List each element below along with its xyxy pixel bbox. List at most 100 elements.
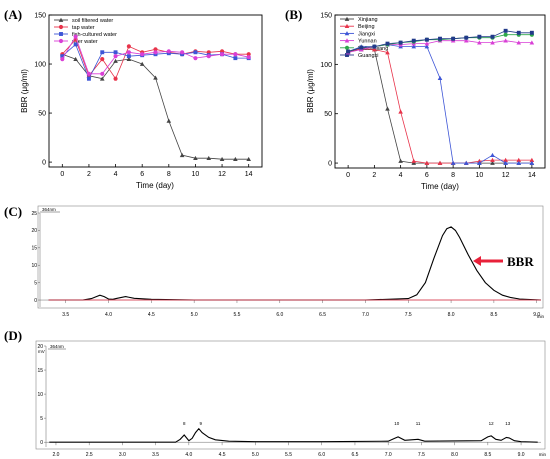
- legend-label: tap water: [72, 25, 95, 31]
- x-tick-label: 14: [245, 171, 253, 178]
- x-tick-label: 6.0: [318, 452, 325, 458]
- data-point: [424, 44, 430, 49]
- x-tick-label: 2: [372, 172, 376, 179]
- data-point: [450, 160, 456, 165]
- axes-c: 3.5 4.0 4.5 5.0 5.5 6.0 6.5 7.0 7.5 8.0 8.5 9.0 0 5 10…: [31, 211, 541, 318]
- chromatogram-panel-c: 364nm min 3.5 4.0 4.5 5.0 5.5 6.0 6.5 7.0 7.5 8.0…: [31, 205, 544, 319]
- legend-swatch-marker: [345, 53, 349, 57]
- data-point: [153, 75, 158, 80]
- legend-label: Heilongjiang: [358, 46, 388, 52]
- legend-item: Jiangxi: [340, 31, 375, 37]
- bbr-callout: BBR: [473, 254, 534, 269]
- x-tick-label: 4.0: [105, 312, 112, 318]
- data-point: [411, 38, 416, 43]
- data-point: [490, 152, 495, 158]
- x-tick-label: 9.0: [518, 452, 525, 458]
- legend-label: river water: [72, 39, 98, 45]
- y-tick-label: 0: [42, 160, 46, 167]
- y-tick-label: 0: [328, 161, 332, 168]
- x-tick-label: 7.5: [418, 452, 425, 458]
- x-tick-label: 2.5: [86, 452, 93, 458]
- y-axis-title-a: BBR (μg/ml): [20, 69, 29, 113]
- plot-frame-c: [37, 205, 544, 309]
- legend-item: river water: [54, 38, 98, 45]
- data-point: [126, 56, 132, 61]
- x-tick-label: 8.5: [484, 452, 491, 458]
- x-tick-label: 9.0: [533, 312, 540, 318]
- x-tick-label: 7.0: [385, 452, 392, 458]
- trace-sample: [49, 427, 538, 443]
- bbr-annotation-text: BBR: [507, 254, 534, 269]
- data-point: [100, 57, 105, 62]
- data-point: [437, 75, 443, 81]
- legend-item: soil filtered water: [54, 17, 113, 24]
- y-tick-label: 0: [40, 440, 43, 446]
- x-tick-label: 4.0: [185, 452, 192, 458]
- x-axis-title-a: Time (day): [136, 181, 174, 190]
- data-point: [233, 56, 238, 61]
- data-point: [516, 160, 522, 165]
- peak-label: 11: [416, 421, 421, 426]
- y-tick-label: 100: [34, 62, 46, 69]
- series-line: [348, 49, 532, 164]
- data-point: [113, 54, 118, 59]
- data-point: [385, 41, 390, 46]
- data-point: [246, 55, 251, 60]
- y-tick-label: 5: [40, 416, 43, 422]
- data-point: [193, 50, 198, 55]
- legend-item: Yunnan: [340, 38, 377, 45]
- data-point: [100, 50, 105, 55]
- peak-label: 8: [183, 421, 186, 426]
- data-point: [503, 28, 508, 33]
- data-point: [463, 160, 469, 165]
- series-xinjiang: [345, 47, 535, 165]
- x-tick-label: 4.5: [148, 312, 155, 318]
- data-point: [126, 50, 131, 55]
- x-tick-label: 6.5: [351, 452, 358, 458]
- x-tick-label: 10: [192, 171, 200, 178]
- data-point: [438, 36, 442, 41]
- legend-item: tap water: [54, 24, 95, 31]
- x-tick-label: 8: [451, 172, 455, 179]
- legend-swatch-marker: [58, 24, 64, 30]
- wavelength-label-c: 364nm: [42, 207, 56, 212]
- data-point: [153, 47, 158, 52]
- legend-swatch-marker: [344, 45, 350, 50]
- data-point: [437, 160, 443, 165]
- legend-swatch-marker: [58, 38, 64, 44]
- x-axis-title-b: Time (day): [421, 182, 459, 191]
- x-tick-label: 3.5: [152, 452, 159, 458]
- legend-swatch-marker: [58, 17, 64, 22]
- x-tick-label: 4.5: [219, 452, 226, 458]
- data-point: [73, 56, 78, 61]
- data-point: [477, 40, 482, 45]
- x-tick-label: 0: [346, 172, 350, 179]
- data-point: [73, 42, 78, 47]
- data-point: [126, 54, 131, 59]
- data-point: [60, 54, 65, 59]
- series-line: [348, 48, 532, 164]
- data-point: [233, 52, 238, 57]
- chromatogram-panel-d: mV 364nm min 2.0 2.5 3.0 3.5 4.0 4.5 5.0 5.5 6.0…: [35, 340, 546, 458]
- data-point: [193, 56, 198, 61]
- panel-d-letter: (D): [4, 328, 22, 343]
- y-tick-label: 20: [31, 228, 37, 234]
- traces-c: [48, 226, 542, 301]
- x-tick-label: 6: [140, 171, 144, 178]
- series-jiangxi: [345, 42, 535, 165]
- data-point: [153, 50, 158, 55]
- data-point: [529, 160, 535, 165]
- data-point: [126, 44, 131, 49]
- peak-label: 12: [489, 421, 495, 426]
- legend-swatch-marker: [344, 31, 350, 36]
- data-point: [140, 52, 145, 57]
- panel-b-letter: (B): [285, 7, 302, 22]
- y-tick-label: 150: [34, 13, 46, 20]
- x-tick-label: 5.0: [191, 312, 198, 318]
- x-tick-label: 5.5: [285, 452, 292, 458]
- data-point: [385, 50, 390, 55]
- x-tick-label: 10: [475, 172, 483, 179]
- axes-b: 0 2 4 6 8 10 12 14 0 50 100 150: [320, 13, 536, 180]
- y-tick-label: 0: [34, 298, 37, 304]
- data-point: [464, 35, 469, 40]
